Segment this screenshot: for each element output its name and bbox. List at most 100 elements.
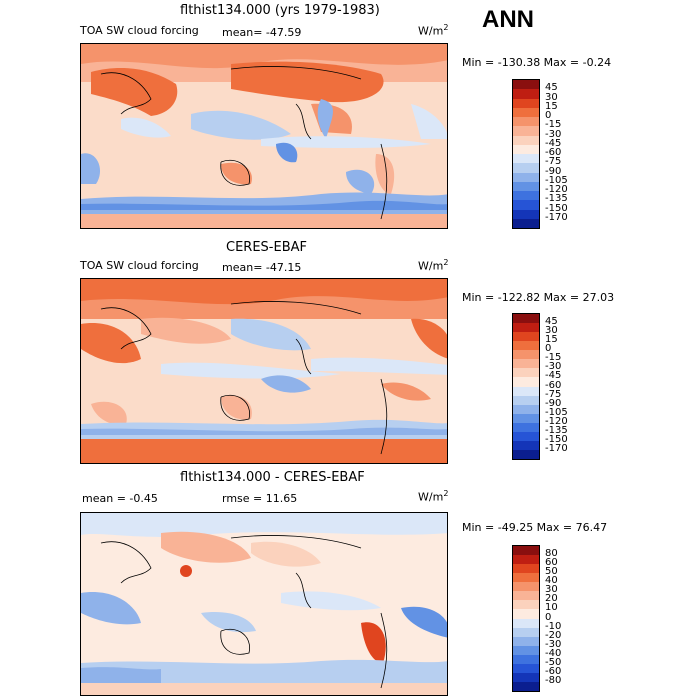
panel3-title: flthist134.000 - CERES-EBAF [180, 470, 365, 485]
panel2-units-sup: 2 [443, 258, 449, 267]
colorbar-tick-label: -135 [545, 424, 568, 436]
colorbar-cell [513, 573, 539, 583]
colorbar-tick-label: 30 [545, 325, 558, 337]
colorbar-tick-label: 0 [545, 611, 552, 623]
colorbar-tick-label: 30 [545, 91, 558, 103]
colorbar-cell [513, 591, 539, 601]
colorbar-cell [513, 422, 539, 432]
colorbar-cell [513, 359, 539, 369]
colorbar-tick-label: -10 [545, 620, 562, 632]
colorbar-cell [513, 404, 539, 414]
colorbar-cell [513, 144, 539, 154]
colorbar-tick-label: 50 [545, 566, 558, 578]
colorbar-tick-label: -105 [545, 174, 568, 186]
colorbar-tick-label: 15 [545, 334, 558, 346]
colorbar-tick-label: -80 [545, 674, 562, 686]
panel1-field-label: TOA SW cloud forcing [80, 24, 199, 37]
colorbar-tick-label: -90 [545, 165, 562, 177]
colorbar-cell [513, 172, 539, 182]
panel1-colorbar-labels: 45 30 15 0 -15 -30 -45 -60 -75 -90 -105 -120 -135 -15… [545, 79, 585, 229]
panel1-units-sup: 2 [443, 23, 449, 32]
colorbar-tick-label: -120 [545, 415, 568, 427]
colorbar-cell [513, 395, 539, 405]
colorbar-tick-label: -135 [545, 193, 568, 205]
colorbar-tick-label: -30 [545, 128, 562, 140]
colorbar-tick-label: 15 [545, 100, 558, 112]
panel1-colorbar [512, 79, 540, 229]
colorbar-tick-label: 0 [545, 110, 552, 121]
panel1-map-svg [81, 44, 447, 228]
season-title: ANN [482, 6, 534, 33]
colorbar-cell [513, 323, 539, 333]
colorbar-tick-label: 45 [545, 316, 558, 328]
colorbar-cell [513, 449, 539, 459]
colorbar-cell [513, 663, 539, 673]
colorbar-cell [513, 89, 539, 99]
colorbar-cell [513, 209, 539, 219]
colorbar-cell [513, 582, 539, 592]
colorbar-cell [513, 135, 539, 145]
colorbar-tick-label: 45 [545, 82, 558, 94]
colorbar-tick-label: -15 [545, 119, 562, 131]
colorbar-tick-label: -150 [545, 433, 568, 445]
panel3-units-sup: 2 [443, 489, 449, 498]
panel2-colorbar [512, 313, 540, 460]
colorbar-tick-label: -120 [545, 184, 568, 195]
colorbar-tick-label: -75 [545, 388, 562, 400]
colorbar-tick-label: -105 [545, 406, 568, 418]
panel3-minmax: Min = -49.25 Max = 76.47 [462, 521, 608, 534]
colorbar-tick-label: -40 [545, 647, 562, 659]
panel2-units-text: W/m [418, 259, 444, 273]
colorbar-cell [513, 636, 539, 646]
panel2-units: W/m2 [418, 258, 448, 273]
colorbar-cell [513, 672, 539, 682]
colorbar-tick-label: 40 [545, 575, 558, 587]
panel1-minmax: Min = -130.38 Max = -0.24 [462, 56, 612, 69]
panel3-mean: mean = -0.45 [82, 492, 158, 505]
colorbar-tick-label: -75 [545, 156, 562, 168]
panel3-map-svg [81, 513, 447, 695]
colorbar-tick-label: -60 [545, 379, 562, 391]
colorbar-cell [513, 332, 539, 342]
colorbar-tick-label: -30 [545, 638, 562, 650]
colorbar-tick-label: 20 [545, 593, 558, 605]
panel2-mean: mean= -47.15 [222, 261, 302, 274]
colorbar-cell [513, 98, 539, 108]
panel2-title: CERES-EBAF [226, 240, 307, 255]
colorbar-cell [513, 609, 539, 619]
colorbar-cell [513, 413, 539, 423]
colorbar-cell [513, 107, 539, 117]
colorbar-cell [513, 440, 539, 450]
colorbar-cell [513, 200, 539, 210]
panel1-units: W/m2 [418, 23, 448, 38]
colorbar-cell [513, 555, 539, 565]
colorbar-tick-label: 30 [545, 584, 558, 596]
colorbar-cell [513, 564, 539, 574]
colorbar-cell [513, 386, 539, 396]
colorbar-tick-label: -170 [545, 211, 568, 223]
colorbar-tick-label: 60 [545, 557, 558, 569]
colorbar-tick-label: -60 [545, 665, 562, 677]
panel1-map [80, 43, 448, 229]
colorbar-tick-label: -90 [545, 397, 562, 409]
colorbar-cell [513, 368, 539, 378]
colorbar-tick-label: -45 [545, 137, 562, 149]
colorbar-cell [513, 431, 539, 441]
panel2-colorbar-labels: 45 30 15 0 -15 -30 -45 -60 -75 -90 -105 -120 -135 -15… [545, 313, 585, 460]
panel3-colorbar-labels: 80 60 50 40 30 20 10 0 -10 -20 -30 -40 -50 -60 -80 [545, 545, 585, 692]
colorbar-tick-label: -45 [545, 370, 562, 382]
panel3-colorbar [512, 545, 540, 692]
colorbar-cell [513, 618, 539, 628]
panel1-units-text: W/m [418, 24, 444, 38]
colorbar-tick-label: -20 [545, 629, 562, 641]
colorbar-cell [513, 341, 539, 351]
panel3-units: W/m2 [418, 489, 448, 504]
panel3-units-text: W/m [418, 490, 444, 504]
colorbar-cell [513, 645, 539, 655]
colorbar-tick-label: -50 [545, 656, 562, 668]
colorbar-cell [513, 191, 539, 201]
colorbar-cell [513, 218, 539, 228]
colorbar-cell [513, 600, 539, 610]
colorbar-cell [513, 377, 539, 387]
panel2-map [80, 278, 448, 464]
